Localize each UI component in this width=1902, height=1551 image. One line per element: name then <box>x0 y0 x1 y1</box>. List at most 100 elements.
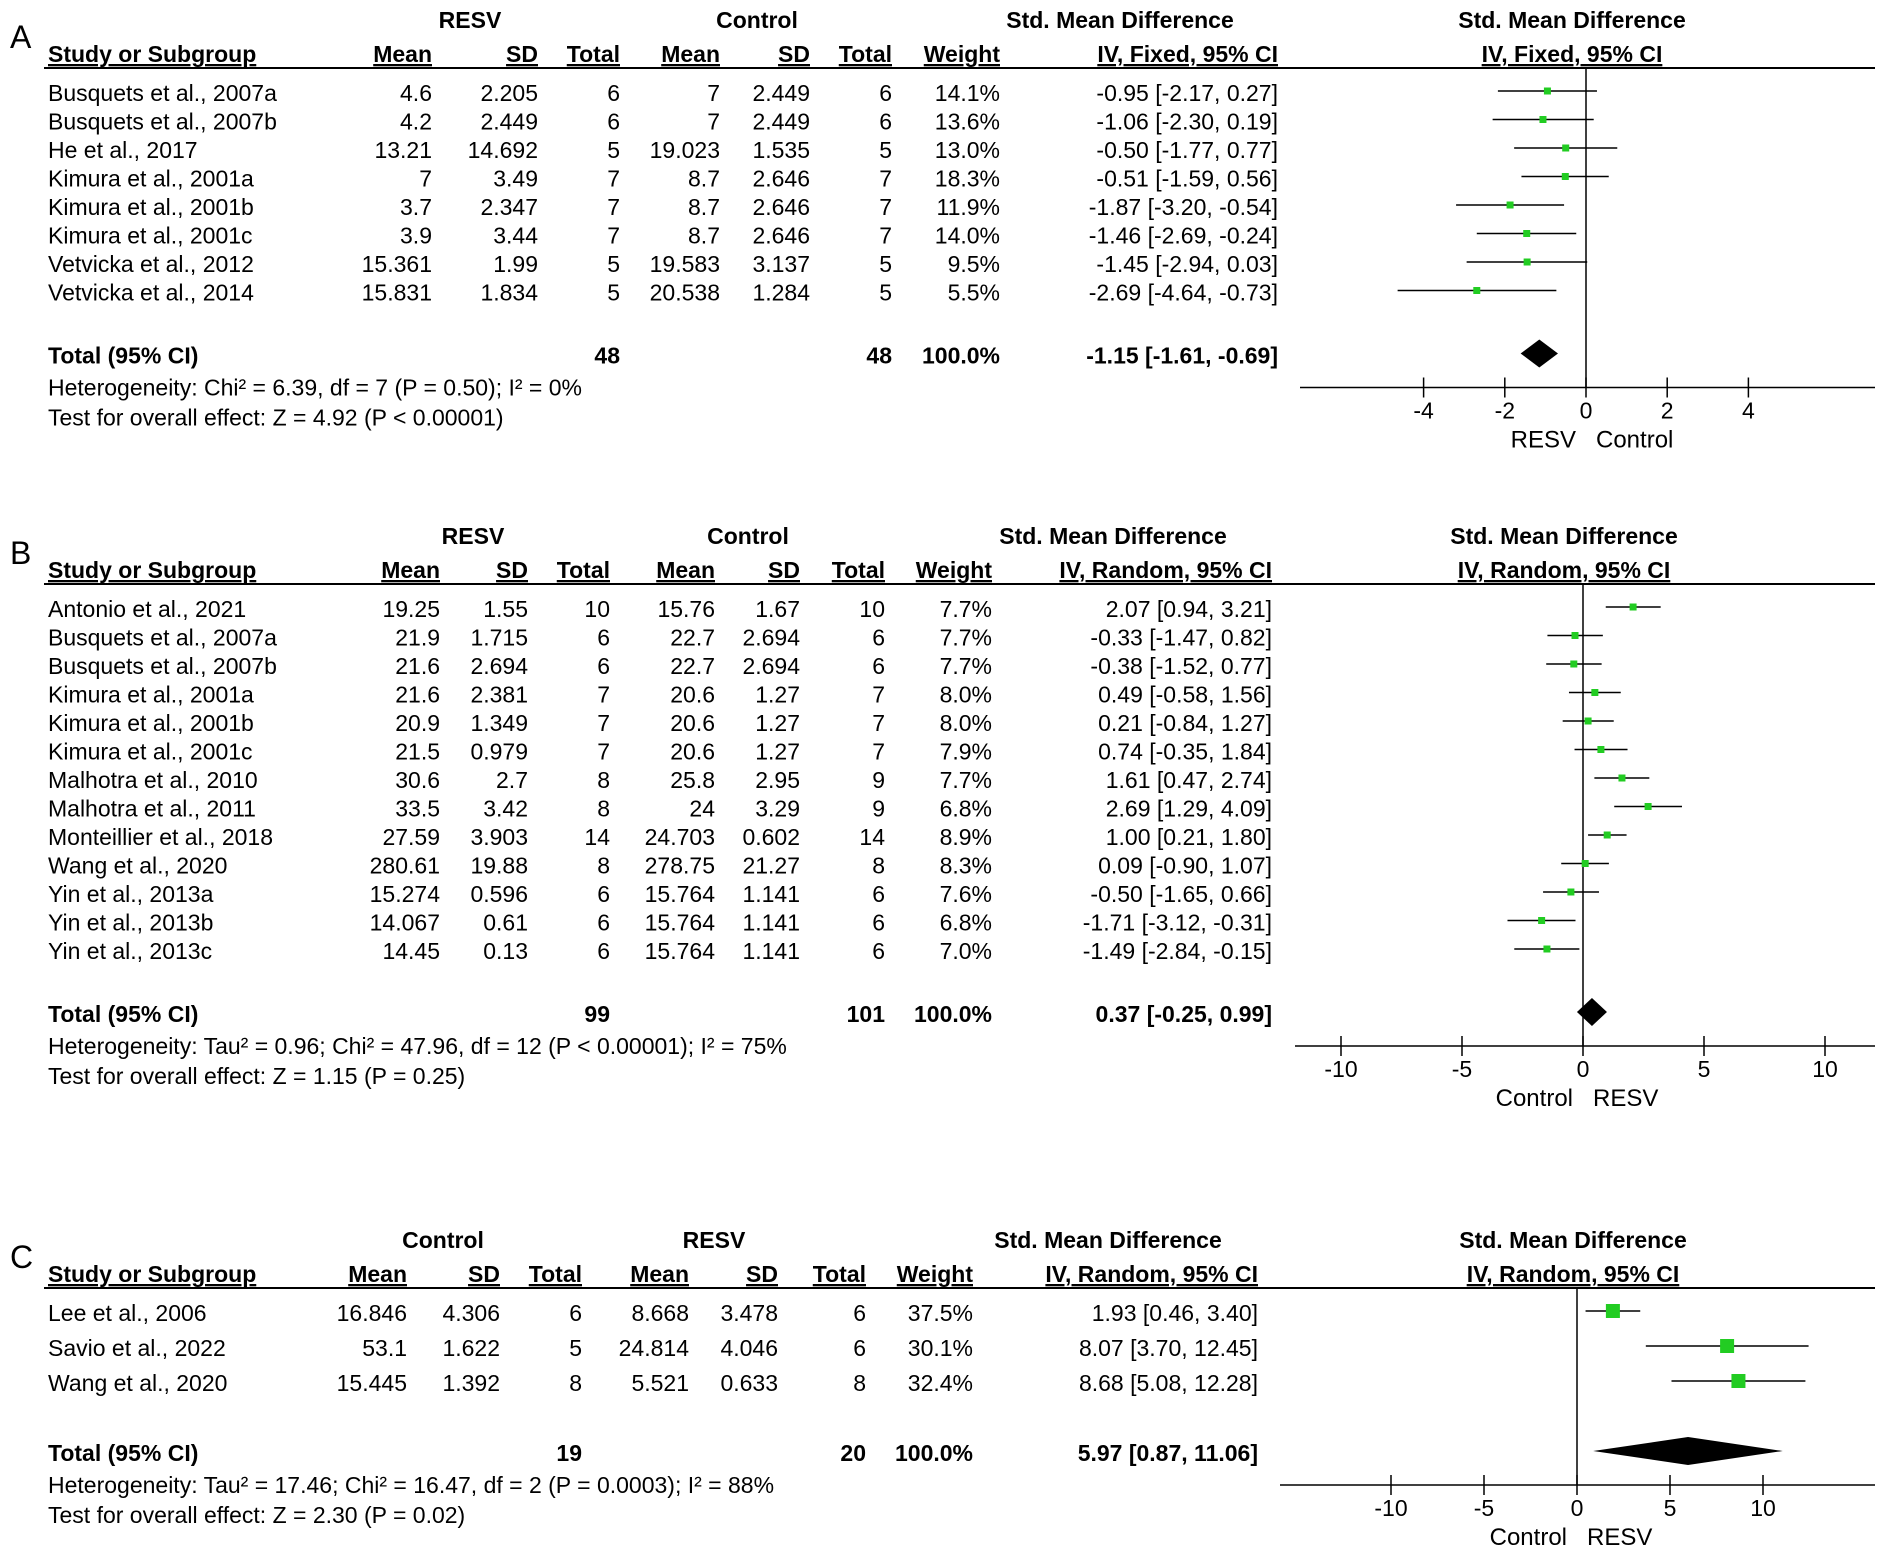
heterogeneity-text: Heterogeneity: Chi² = 6.39, df = 7 (P = … <box>48 375 582 401</box>
axis-tick-label: -10 <box>1324 1056 1357 1082</box>
favours-right: RESV <box>1593 1085 1658 1112</box>
study-cell: 1.141 <box>742 938 800 964</box>
study-cell: 8.7 <box>688 166 720 192</box>
study-cell: 6 <box>569 1300 582 1326</box>
study-cell: 22.7 <box>670 653 715 679</box>
study-cell: 3.49 <box>493 166 538 192</box>
point-estimate <box>1597 746 1605 753</box>
column-header: Total <box>813 1261 866 1287</box>
axis-tick-label: 0 <box>1571 1495 1584 1521</box>
study-cell: 7 <box>872 710 885 736</box>
study-cell: 7 <box>879 166 892 192</box>
favours-right: RESV <box>1587 1524 1652 1551</box>
study-cell: 0.633 <box>720 1370 778 1396</box>
total-weight: 100.0% <box>895 1440 973 1466</box>
column-header: SD <box>496 557 528 583</box>
study-cell: 1.349 <box>470 710 528 736</box>
study-cell: 1.141 <box>742 881 800 907</box>
study-name: Busquets et al., 2007a <box>48 625 277 651</box>
study-cell: 7 <box>419 166 432 192</box>
axis-tick-label: 4 <box>1742 398 1755 424</box>
study-name: Vetvicka et al., 2014 <box>48 280 254 306</box>
study-cell: 10 <box>859 596 885 622</box>
study-cell: 5.5% <box>948 280 1000 306</box>
study-cell: 16.846 <box>337 1300 407 1326</box>
study-cell: 2.449 <box>752 109 810 135</box>
study-cell: 6 <box>607 109 620 135</box>
panel-label: B <box>10 535 31 571</box>
study-cell: 8.0% <box>940 682 992 708</box>
study-ci: -0.38 [-1.52, 0.77] <box>1090 653 1272 679</box>
column-header: Mean <box>656 557 715 583</box>
study-cell: 6 <box>872 653 885 679</box>
plot-method-header: IV, Fixed, 95% CI <box>1482 41 1663 67</box>
study-cell: 6 <box>872 910 885 936</box>
study-cell: 3.7 <box>400 194 432 220</box>
study-name: Vetvicka et al., 2012 <box>48 251 254 277</box>
study-cell: 7 <box>707 109 720 135</box>
study-name: Antonio et al., 2021 <box>48 596 246 622</box>
study-cell: 6 <box>607 80 620 106</box>
study-cell: 2.646 <box>752 166 810 192</box>
favours-left: Control <box>1496 1085 1573 1112</box>
forest-panel-b: B RESV Control Std. Mean Difference Std. Mea… <box>10 523 1875 1112</box>
effect-method-header: IV, Fixed, 95% CI <box>1097 41 1278 67</box>
effect-header: Std. Mean Difference <box>994 1227 1222 1253</box>
point-estimate <box>1523 230 1531 237</box>
point-estimate <box>1506 201 1514 209</box>
study-cell: 33.5 <box>395 796 440 822</box>
study-ci: 8.68 [5.08, 12.28] <box>1079 1370 1258 1396</box>
study-cell: 8 <box>597 796 610 822</box>
group1-label: Control <box>402 1227 484 1253</box>
study-name: Savio et al., 2022 <box>48 1335 226 1361</box>
axis-tick-label: 0 <box>1580 398 1593 424</box>
study-cell: 3.903 <box>470 824 528 850</box>
study-ci: 0.74 [-0.35, 1.84] <box>1098 739 1272 765</box>
point-estimate <box>1538 917 1546 924</box>
study-cell: 7.9% <box>940 739 992 765</box>
study-ci: 0.49 [-0.58, 1.56] <box>1098 682 1272 708</box>
study-cell: 2.449 <box>480 109 538 135</box>
study-cell: 6 <box>597 881 610 907</box>
effect-method-header: IV, Random, 95% CI <box>1059 557 1272 583</box>
total-ci: -1.15 [-1.61, -0.69] <box>1086 343 1278 369</box>
point-estimate <box>1473 287 1481 294</box>
study-cell: 3.137 <box>752 251 810 277</box>
study-ci: 1.00 [0.21, 1.80] <box>1106 824 1272 850</box>
panel-label: A <box>10 19 32 55</box>
study-cell: 5 <box>569 1335 582 1361</box>
study-name: Busquets et al., 2007b <box>48 653 277 679</box>
study-cell: 1.715 <box>470 625 528 651</box>
study-cell: 6.8% <box>940 796 992 822</box>
axis-tick-label: -5 <box>1474 1495 1494 1521</box>
column-header: Study or Subgroup <box>48 41 256 67</box>
study-cell: 2.694 <box>470 653 528 679</box>
study-cell: 2.646 <box>752 194 810 220</box>
study-cell: 14 <box>584 824 610 850</box>
study-ci: 1.93 [0.46, 3.40] <box>1092 1300 1258 1326</box>
study-cell: 4.2 <box>400 109 432 135</box>
point-estimate <box>1523 258 1531 266</box>
study-cell: 5 <box>879 137 892 163</box>
study-cell: 24.814 <box>619 1335 690 1361</box>
point-estimate <box>1571 632 1579 639</box>
axis-tick-label: -4 <box>1413 398 1434 424</box>
study-cell: 7 <box>607 223 620 249</box>
effect-header: Std. Mean Difference <box>999 523 1227 549</box>
group2-label: Control <box>716 7 798 33</box>
study-cell: 21.6 <box>395 653 440 679</box>
study-cell: 9 <box>872 796 885 822</box>
study-ci: -1.46 [-2.69, -0.24] <box>1089 223 1278 249</box>
column-header: SD <box>468 1261 500 1287</box>
study-cell: 19.88 <box>470 853 528 879</box>
axis-tick-label: 10 <box>1812 1056 1838 1082</box>
group2-label: RESV <box>683 1227 746 1253</box>
effect-header: Std. Mean Difference <box>1006 7 1234 33</box>
column-header: Total <box>557 557 610 583</box>
study-cell: 1.27 <box>755 710 800 736</box>
total-n2: 101 <box>847 1001 886 1027</box>
study-name: Kimura et al., 2001c <box>48 739 253 765</box>
plot-header: Std. Mean Difference <box>1458 7 1686 33</box>
total-ci: 5.97 [0.87, 11.06] <box>1078 1440 1258 1466</box>
study-cell: 4.306 <box>442 1300 500 1326</box>
